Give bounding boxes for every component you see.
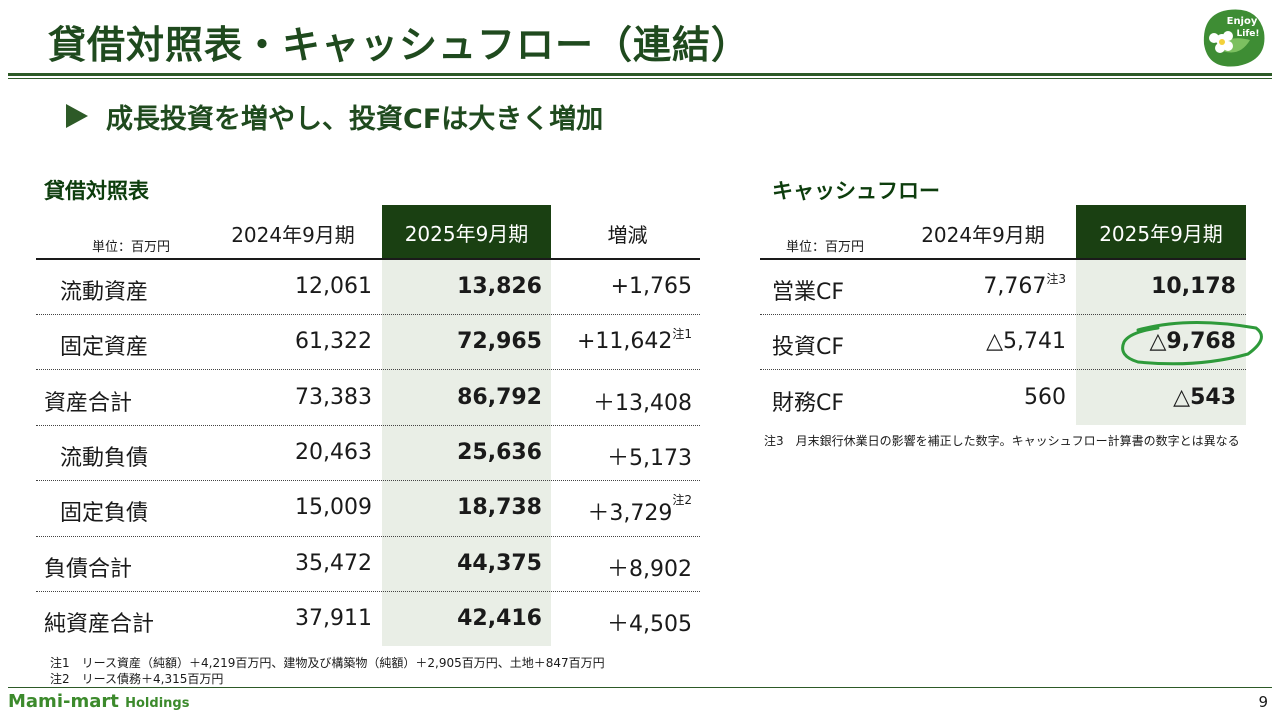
bs-row-diff: ＋8,902: [607, 557, 692, 582]
title-divider: [8, 73, 1272, 76]
bs-row-label: 固定負債: [60, 501, 149, 526]
balance-sheet-title: 貸借対照表: [44, 179, 149, 203]
bs-row-divider: [36, 314, 700, 315]
cf-row-curr: △9,768: [1149, 329, 1236, 354]
bs-row-label: 流動負債: [60, 446, 149, 471]
page-number: 9: [1258, 693, 1268, 711]
cf-row-label: 営業CF: [772, 280, 845, 305]
company-logo: Mami-mart Holdings: [8, 691, 189, 712]
bs-header-prev: 2024年9月期: [231, 223, 355, 247]
cf-row-label: 投資CF: [772, 335, 845, 360]
bs-row-prev: 37,911: [295, 606, 372, 631]
bs-row-divider: [36, 369, 700, 370]
bs-row-diff: ＋4,505: [607, 612, 692, 637]
bs-row-curr: 44,375: [457, 551, 542, 576]
bs-unit-label: 単位：百万円: [92, 240, 171, 255]
bs-row-divider: [36, 480, 700, 481]
page-title: 貸借対照表・キャッシュフロー（連結）: [48, 23, 751, 67]
bs-row-diff: +1,765: [610, 274, 692, 299]
bs-row-divider: [36, 536, 700, 537]
cf-row-prev-value: 7,767: [983, 274, 1047, 299]
title-divider-thin: [8, 78, 1272, 79]
bs-highlight-column: [382, 259, 551, 646]
bs-row-diff: ＋13,408: [593, 391, 692, 416]
enjoy-life-logo: Enjoy Life!: [1203, 9, 1265, 67]
bs-row-prev: 12,061: [295, 274, 372, 299]
logo-text-life: Life!: [1237, 29, 1260, 39]
bs-row-diff-value: ＋3,729: [587, 501, 673, 526]
cf-footnote: 注3 月末銀行休業日の影響を補正した数字。キャッシュフロー計算書の数字とは異なる: [764, 434, 1240, 448]
logo-text-enjoy: Enjoy: [1227, 16, 1258, 27]
bs-row-prev: 73,383: [295, 385, 372, 410]
bs-row-label: 純資産合計: [44, 612, 155, 637]
highlight-circle-icon: [1121, 320, 1263, 366]
bs-row-divider: [36, 425, 700, 426]
subtitle-row: 成長投資を増やし、投資CFは大きく増加: [66, 96, 603, 136]
cf-row-note: 注3: [1046, 272, 1066, 286]
cf-header-line: [760, 258, 1246, 260]
bs-header-line: [36, 258, 700, 260]
subtitle: 成長投資を増やし、投資CFは大きく増加: [106, 103, 604, 135]
bs-footnote-1: 注1 リース資産（純額）＋4,219百万円、建物及び構築物（純額）＋2,905百…: [50, 656, 605, 670]
bs-row-curr: 86,792: [457, 385, 542, 410]
bs-row-diff: ＋5,173: [607, 446, 692, 471]
bs-row-diff: +11,642注1: [552, 327, 692, 354]
bs-row-label: 固定資産: [60, 335, 149, 360]
cf-header-prev: 2024年9月期: [921, 223, 1045, 247]
bs-header-current: 2025年9月期: [382, 205, 551, 259]
bs-row-curr: 42,416: [457, 606, 542, 631]
bs-row-prev: 61,322: [295, 329, 372, 354]
cf-row-prev: 560: [1024, 385, 1066, 410]
bs-row-prev: 20,463: [295, 440, 372, 465]
cf-unit-label: 単位：百万円: [786, 240, 865, 255]
triangle-bullet-icon: [66, 104, 88, 128]
footer-divider: [8, 687, 1272, 688]
bs-row-curr: 25,636: [457, 440, 542, 465]
bs-footnote-2: 注2 リース債務＋4,315百万円: [50, 672, 224, 686]
bs-row-label: 資産合計: [44, 391, 133, 416]
bs-row-curr: 18,738: [457, 495, 542, 520]
bs-row-note: 注1: [672, 327, 692, 341]
cf-row-prev: △5,741: [986, 329, 1066, 354]
cash-flow-title: キャッシュフロー: [772, 179, 940, 203]
bs-row-diff-value: +11,642: [576, 329, 673, 354]
bs-row-note: 注2: [672, 493, 692, 507]
company-name: Mami-mart: [8, 691, 119, 712]
bs-row-curr: 13,826: [457, 274, 542, 299]
cf-row-divider: [760, 369, 1246, 370]
cf-header-current: 2025年9月期: [1076, 205, 1246, 259]
cf-highlight-column: [1076, 259, 1246, 425]
bs-header-diff: 増減: [607, 223, 648, 247]
cf-row-divider: [760, 314, 1246, 315]
bs-row-label: 負債合計: [44, 557, 133, 582]
bs-row-divider: [36, 591, 700, 592]
bs-row-label: 流動資産: [60, 280, 149, 305]
bs-row-diff: ＋3,729注2: [552, 493, 692, 527]
bs-row-prev: 15,009: [295, 495, 372, 520]
bs-row-prev: 35,472: [295, 551, 372, 576]
cf-row-label: 財務CF: [772, 391, 845, 416]
cf-row-curr: △543: [1173, 385, 1236, 410]
bs-row-curr: 72,965: [457, 329, 542, 354]
company-suffix: Holdings: [125, 696, 190, 711]
cf-row-curr: 10,178: [1151, 274, 1236, 299]
cf-row-prev: 7,767注3: [900, 272, 1066, 299]
